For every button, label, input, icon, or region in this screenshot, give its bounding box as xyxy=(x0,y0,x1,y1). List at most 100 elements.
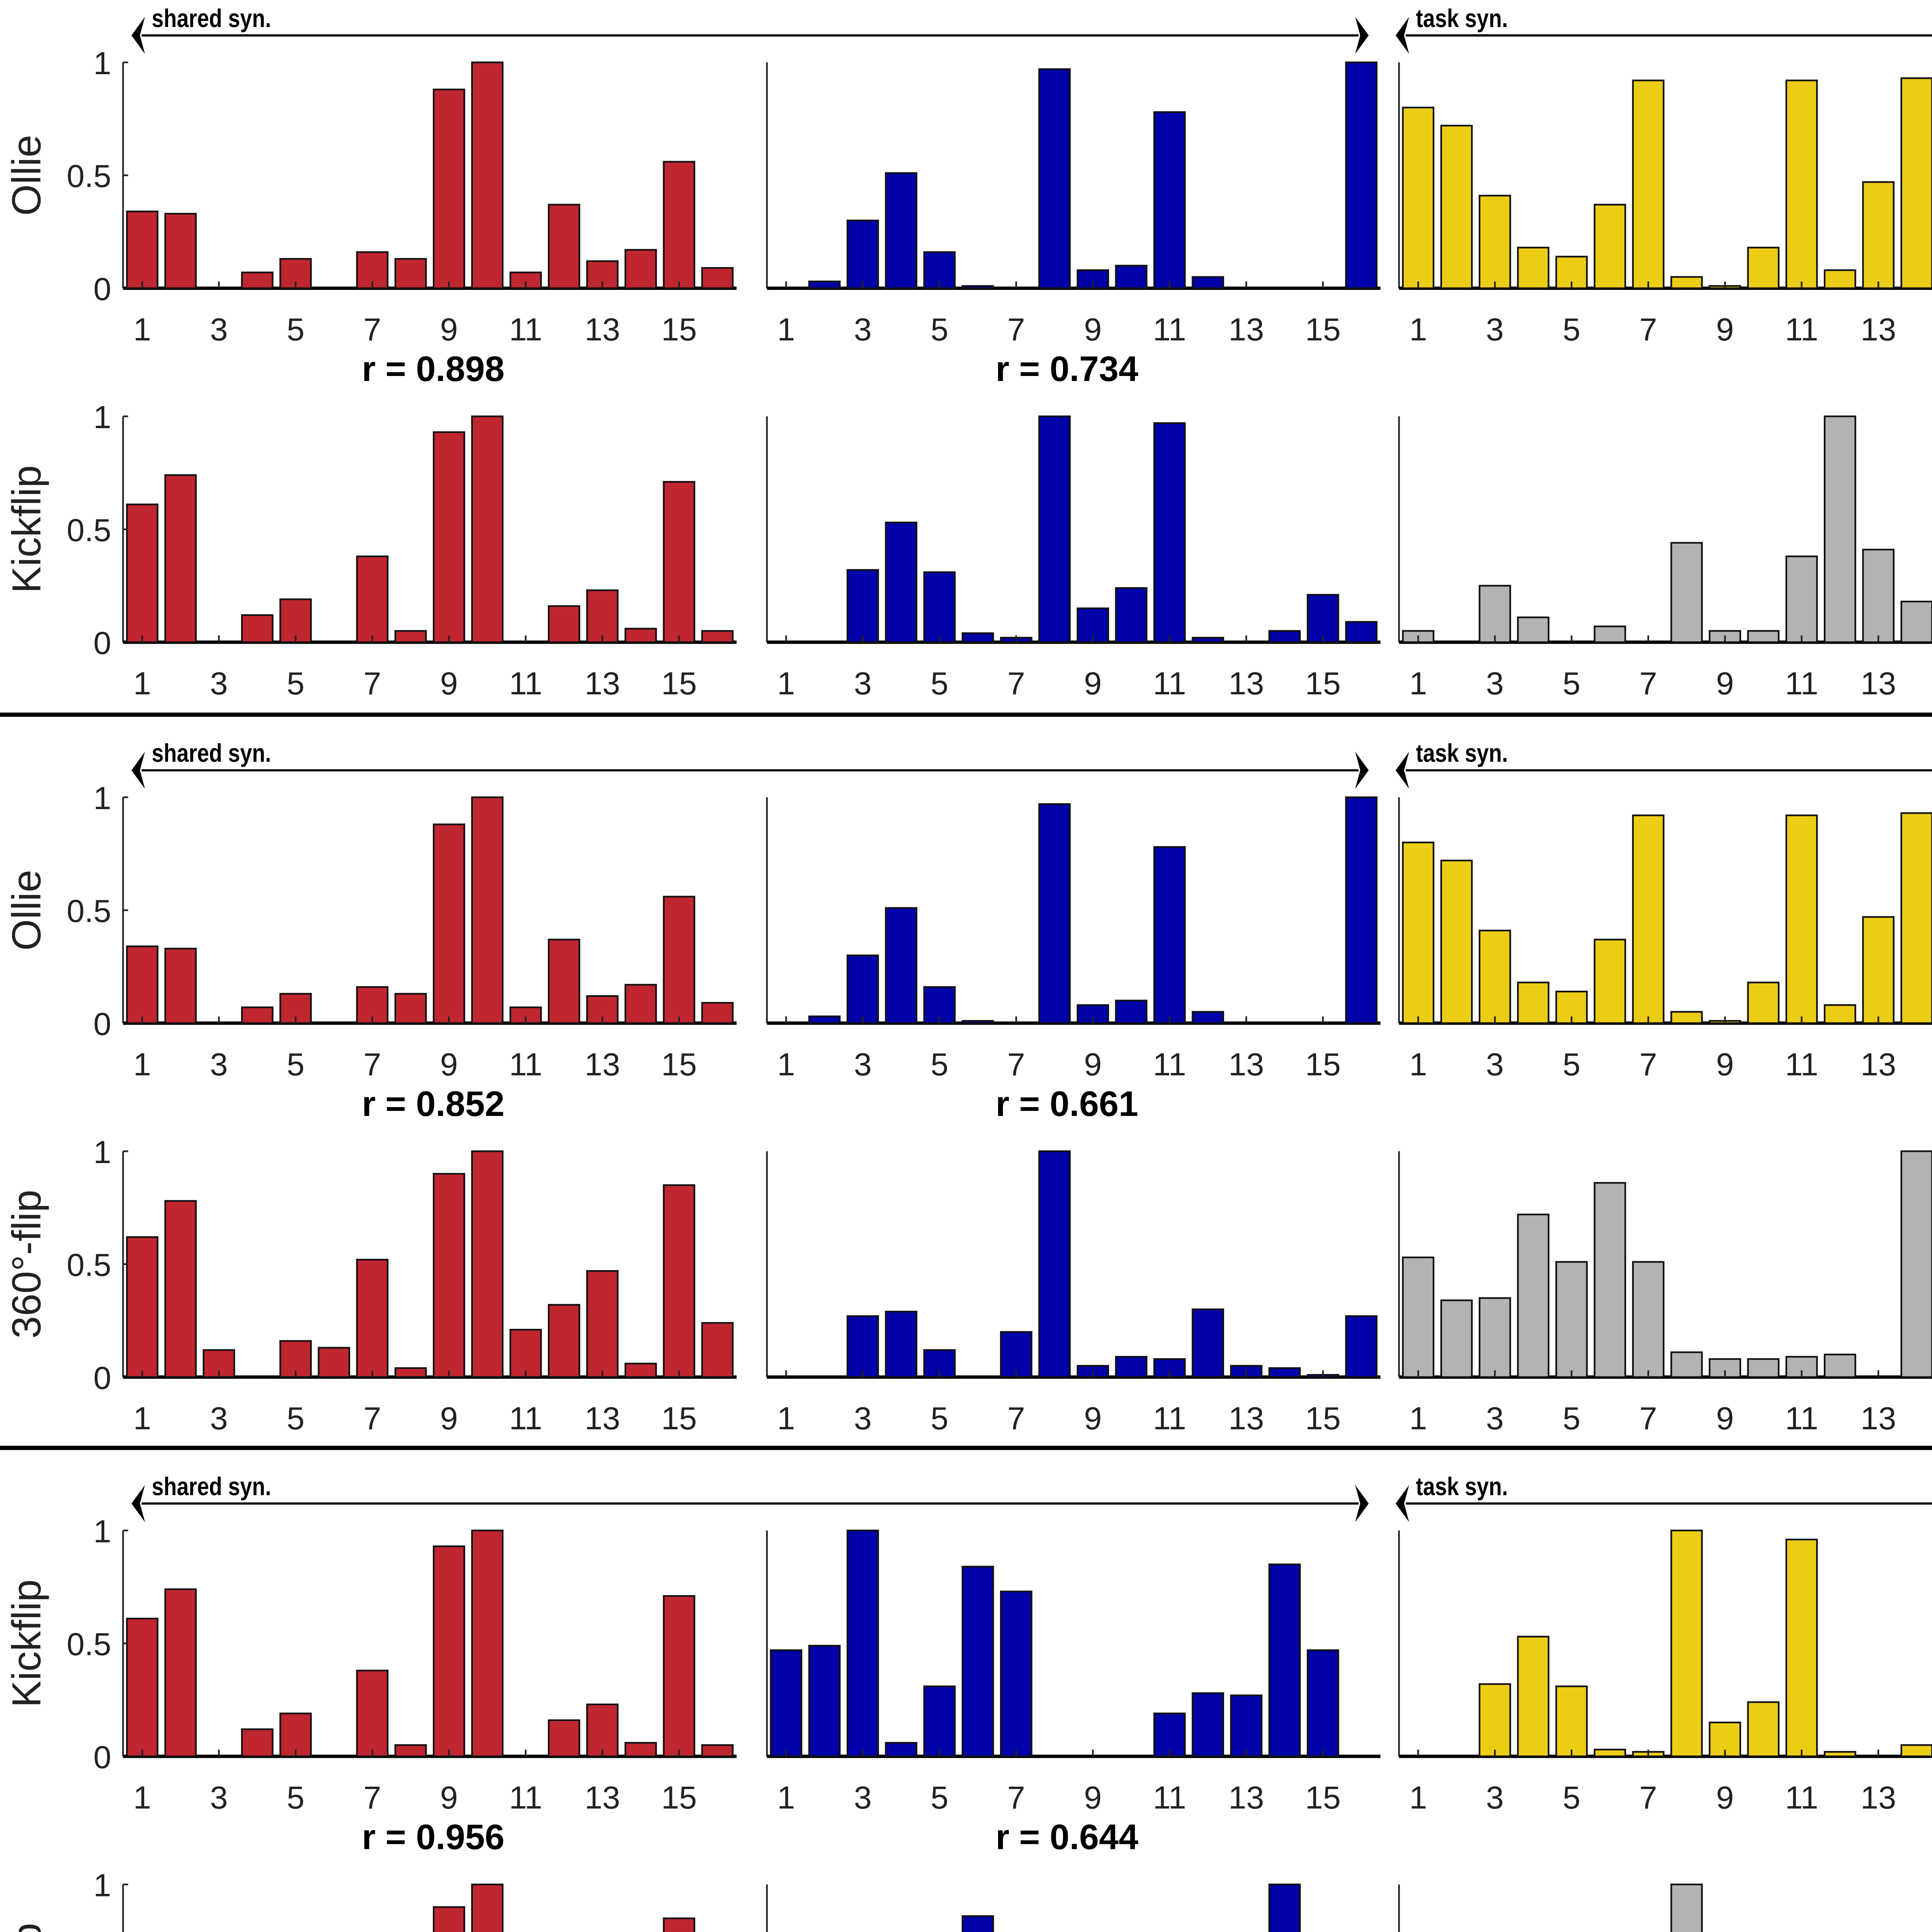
panel-shared-red: 1 3 5 7 9 11 13 15 xyxy=(122,796,737,1082)
bar-glut-med-f xyxy=(847,569,879,643)
bar-gastr-lat-b xyxy=(1900,77,1932,289)
bar-tib-ant-b xyxy=(701,1322,734,1378)
bar-sem-tend-f xyxy=(885,522,918,643)
y-axis-label: Kickflip xyxy=(4,1579,49,1708)
bar-rec-fem-f xyxy=(1440,859,1473,1024)
bar-tib-ant-b xyxy=(701,1002,734,1024)
x-tick-label: 1 xyxy=(777,1046,795,1082)
x-tick-label: 15 xyxy=(661,1046,697,1082)
bar-soleus-f xyxy=(356,1259,389,1378)
x-tick-label: 9 xyxy=(1084,1780,1102,1816)
shared-syn-arrow-right-arrowhead xyxy=(1355,752,1369,789)
x-tick-label: 7 xyxy=(1639,1780,1657,1816)
bar-bic-fem-f xyxy=(279,993,312,1024)
x-tick-label: 11 xyxy=(509,1046,542,1082)
task-syn-arrow-left-arrowhead xyxy=(1395,1485,1409,1522)
x-tick-label: 1 xyxy=(1409,311,1427,347)
bar-bic-fem-f xyxy=(1555,1261,1588,1378)
y-tick-label: 0.5 xyxy=(67,158,111,194)
bar-bic-fem-f xyxy=(279,1713,312,1757)
bar-gastr-lat-b xyxy=(1268,630,1301,643)
bar-rec-fem-f xyxy=(1440,1299,1473,1378)
bar-glut-med-f xyxy=(1478,1683,1511,1757)
bar-sem-tend-b xyxy=(1824,1004,1856,1024)
x-tick-label: 5 xyxy=(287,311,304,347)
x-tick-label: 15 xyxy=(1305,1400,1341,1436)
x-tick-label: 5 xyxy=(930,311,948,347)
x-tick-label: 15 xyxy=(661,1400,697,1436)
shared-syn-arrow-label: shared syn. xyxy=(152,4,271,32)
y-axis-label: Ollie xyxy=(4,870,49,951)
bar-sem-tend-b xyxy=(548,1304,580,1378)
bar-sem-tend-f xyxy=(241,1728,274,1757)
x-tick-label: 9 xyxy=(1716,1400,1734,1436)
panel-shared-red: vast lat frec fem fglut med fsem tend fb… xyxy=(122,1883,696,1932)
y-tick-label: 0 xyxy=(94,1006,111,1042)
bar-rec-fem-b xyxy=(1115,1000,1148,1024)
correlation-red: r = 0.898 xyxy=(362,349,504,389)
x-tick-label: 11 xyxy=(1153,311,1186,347)
panel-shared-blue: 1 3 5 7 9 11 13 15 xyxy=(766,415,1381,701)
bar-sem-tend-b xyxy=(1824,1354,1856,1378)
bar-tib-ant-b xyxy=(1345,796,1378,1024)
bar-gastr-lat-b xyxy=(624,984,657,1024)
y-tick-label: 1 xyxy=(94,45,111,81)
bar-glut-med-b xyxy=(1785,1539,1818,1757)
x-tick-label: 13 xyxy=(1861,1780,1896,1816)
x-tick-label: 7 xyxy=(1639,665,1657,701)
bar-glut-med-b xyxy=(1785,79,1818,289)
bar-tib-ant-f xyxy=(1670,276,1703,289)
x-tick-label: 11 xyxy=(1785,1046,1818,1082)
bar-sem-tend-b xyxy=(1192,637,1224,643)
x-tick-label: 1 xyxy=(133,1780,151,1816)
bar-tib-ant-f xyxy=(1038,1150,1071,1378)
x-tick-label: 5 xyxy=(930,1780,948,1816)
bar-glut-med-b xyxy=(509,271,542,289)
x-tick-label: 3 xyxy=(210,311,228,347)
x-tick-label: 13 xyxy=(1228,1046,1264,1082)
bar-glut-med-b xyxy=(1153,1713,1186,1757)
bar-vast-lat-f xyxy=(126,503,158,643)
correlation-blue: r = 0.734 xyxy=(996,349,1138,389)
bar-sem-tend-b xyxy=(548,1719,580,1757)
bar-rec-fem-b xyxy=(1747,247,1780,289)
bar-glut-med-f xyxy=(847,1529,879,1757)
x-tick-label: 7 xyxy=(363,665,381,701)
bar-sem-tend-f xyxy=(885,1742,918,1757)
bar-soleus-b xyxy=(663,161,696,289)
x-tick-label: 5 xyxy=(287,1780,304,1816)
bar-glut-med-b xyxy=(1153,111,1186,289)
x-tick-label: 9 xyxy=(1716,311,1734,347)
x-tick-label: 3 xyxy=(1486,1780,1504,1816)
bar-rec-fem-f xyxy=(808,1015,841,1024)
x-tick-label: 9 xyxy=(440,311,458,347)
bar-rec-fem-b xyxy=(471,61,504,289)
bar-sem-tend-b xyxy=(548,204,580,289)
bar-sem-tend-b xyxy=(1192,1692,1224,1757)
x-tick-label: 1 xyxy=(1409,665,1427,701)
shared-syn-arrow-right-arrowhead xyxy=(1355,1485,1369,1522)
x-tick-label: 9 xyxy=(1084,665,1102,701)
bar-soleus-b xyxy=(663,1595,696,1757)
bar-sem-tend-f xyxy=(885,172,918,289)
bar-glut-med-f xyxy=(1478,195,1511,289)
x-tick-label: 1 xyxy=(1409,1046,1427,1082)
x-tick-label: 11 xyxy=(1785,1400,1818,1436)
bar-gastr-lat-f xyxy=(961,285,994,289)
y-axis-label: 360°-flip xyxy=(4,1190,49,1338)
bar-soleus-b xyxy=(663,1917,696,1932)
bar-gastr-lat-b xyxy=(624,249,657,289)
shared-syn-arrow-left-arrowhead xyxy=(131,17,145,54)
bar-soleus-b xyxy=(663,896,696,1024)
x-tick-label: 13 xyxy=(1861,1046,1896,1082)
bar-rec-fem-f xyxy=(164,1588,197,1757)
bar-bic-fem-b xyxy=(1862,549,1895,643)
y-tick-label: 1 xyxy=(94,399,111,435)
correlation-blue: r = 0.661 xyxy=(996,1084,1138,1124)
bar-glut-med-b xyxy=(1785,814,1818,1024)
correlation-red: r = 0.852 xyxy=(362,1084,504,1124)
